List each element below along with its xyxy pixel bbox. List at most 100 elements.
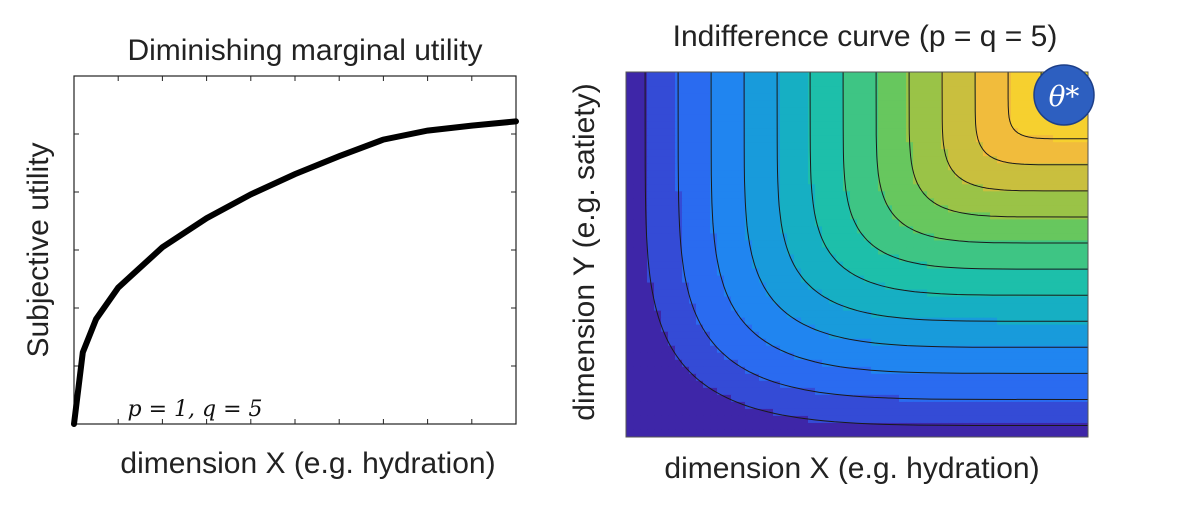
heatmap-cell xyxy=(1025,142,1033,150)
heatmap-cell xyxy=(969,303,977,312)
heatmap-cell xyxy=(794,373,802,382)
heatmap-cell xyxy=(955,163,963,171)
heatmap-cell xyxy=(717,240,725,249)
heatmap-cell xyxy=(794,296,802,305)
heatmap-cell xyxy=(906,198,914,206)
heatmap-cell xyxy=(927,338,935,347)
heatmap-cell xyxy=(1053,212,1061,220)
heatmap-cell xyxy=(752,359,760,368)
heatmap-cell xyxy=(1004,394,1012,403)
heatmap-cell xyxy=(941,338,949,347)
heatmap-cell xyxy=(710,331,718,340)
heatmap-cell xyxy=(997,268,1005,277)
heatmap-cell xyxy=(766,247,774,256)
heatmap-cell xyxy=(892,233,900,242)
heatmap-cell xyxy=(647,345,655,354)
heatmap-cell xyxy=(892,212,900,220)
heatmap-cell xyxy=(717,317,725,326)
heatmap-cell xyxy=(990,240,998,249)
heatmap-cell xyxy=(668,422,676,431)
heatmap-cell xyxy=(927,114,935,122)
heatmap-cell xyxy=(962,401,970,410)
heatmap-cell xyxy=(829,86,837,94)
heatmap-cell xyxy=(892,289,900,298)
heatmap-cell xyxy=(1039,429,1047,437)
heatmap-cell xyxy=(899,114,907,122)
heatmap-cell xyxy=(920,93,928,101)
heatmap-cell xyxy=(871,247,879,256)
heatmap-cell xyxy=(913,79,921,87)
heatmap-cell xyxy=(878,275,886,284)
heatmap-cell xyxy=(899,359,907,368)
heatmap-cell xyxy=(864,121,872,129)
heatmap-cell xyxy=(752,205,760,213)
heatmap-cell xyxy=(829,366,837,375)
heatmap-cell xyxy=(717,289,725,298)
heatmap-cell xyxy=(703,422,711,431)
heatmap-cell xyxy=(633,296,641,305)
heatmap-cell xyxy=(787,247,795,256)
heatmap-cell xyxy=(1067,177,1075,185)
heatmap-cell xyxy=(1053,149,1061,157)
heatmap-cell xyxy=(1018,233,1026,242)
heatmap-cell xyxy=(640,422,648,431)
heatmap-cell xyxy=(948,394,956,403)
heatmap-cell xyxy=(696,338,704,347)
heatmap-cell xyxy=(682,401,690,410)
heatmap-cell xyxy=(955,408,963,417)
heatmap-cell xyxy=(668,261,676,270)
heatmap-cell xyxy=(766,422,774,431)
heatmap-cell xyxy=(1074,352,1082,361)
heatmap-cell xyxy=(640,429,648,437)
heatmap-cell xyxy=(906,149,914,157)
heatmap-cell xyxy=(1032,163,1040,171)
heatmap-cell xyxy=(794,324,802,333)
heatmap-cell xyxy=(906,100,914,108)
heatmap-cell xyxy=(654,366,662,375)
heatmap-cell xyxy=(752,114,760,122)
heatmap-cell xyxy=(717,254,725,263)
heatmap-cell xyxy=(948,366,956,375)
heatmap-cell xyxy=(920,156,928,164)
heatmap-cell xyxy=(857,135,865,143)
heatmap-cell xyxy=(983,254,991,263)
heatmap-cell xyxy=(878,373,886,382)
heatmap-cell xyxy=(808,86,816,94)
heatmap-cell xyxy=(1025,163,1033,171)
heatmap-cell xyxy=(787,114,795,122)
heatmap-cell xyxy=(710,429,718,437)
heatmap-cell xyxy=(724,338,732,347)
heatmap-cell xyxy=(731,142,739,150)
heatmap-cell xyxy=(675,352,683,361)
heatmap-cell xyxy=(864,72,872,80)
heatmap-cell xyxy=(647,422,655,431)
heatmap-cell xyxy=(1011,408,1019,417)
heatmap-cell xyxy=(780,352,788,361)
heatmap-cell xyxy=(738,205,746,213)
heatmap-cell xyxy=(990,373,998,382)
heatmap-cell xyxy=(682,184,690,192)
heatmap-cell xyxy=(969,401,977,410)
heatmap-cell xyxy=(773,352,781,361)
heatmap-cell xyxy=(927,296,935,305)
heatmap-cell xyxy=(976,79,984,87)
heatmap-cell xyxy=(822,240,830,249)
heatmap-cell xyxy=(871,373,879,382)
heatmap-cell xyxy=(668,268,676,277)
heatmap-cell xyxy=(955,254,963,263)
heatmap-cell xyxy=(941,310,949,319)
heatmap-cell xyxy=(1011,289,1019,298)
heatmap-cell xyxy=(829,387,837,396)
heatmap-cell xyxy=(1081,233,1088,242)
heatmap-cell xyxy=(1004,331,1012,340)
heatmap-cell xyxy=(773,163,781,171)
heatmap-cell xyxy=(941,114,949,122)
heatmap-cell xyxy=(808,429,816,437)
heatmap-cell xyxy=(801,254,809,263)
heatmap-cell xyxy=(703,317,711,326)
heatmap-cell xyxy=(689,240,697,249)
heatmap-cell xyxy=(745,163,753,171)
heatmap-cell xyxy=(899,401,907,410)
heatmap-cell xyxy=(661,107,669,115)
heatmap-cell xyxy=(668,380,676,389)
